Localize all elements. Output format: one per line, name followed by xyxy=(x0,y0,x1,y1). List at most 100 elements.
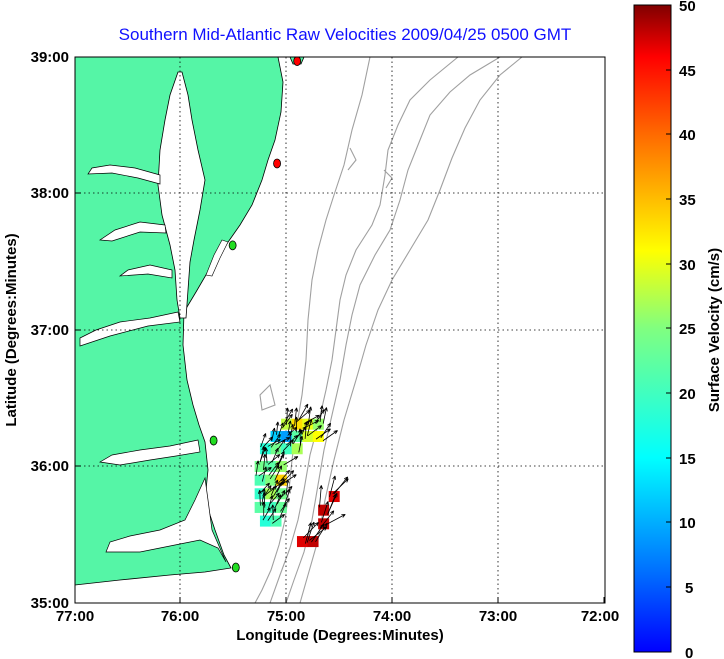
velocity-vector xyxy=(276,489,286,505)
velocity-vector xyxy=(270,434,281,448)
velocity-vector xyxy=(319,485,323,508)
colorbar-tick-labels: 50 45 40 35 30 25 20 15 10 5 0 xyxy=(679,0,696,659)
velocity-vector xyxy=(288,431,292,447)
velocity-vector xyxy=(257,489,262,506)
velocity-vector xyxy=(329,475,337,498)
colorbar-tick-label: 25 xyxy=(679,321,696,338)
velocity-vector xyxy=(311,523,325,543)
velocity-cell xyxy=(291,443,303,455)
y-tick-label: 38:00 xyxy=(31,185,69,202)
x-tick-label: 75:00 xyxy=(267,608,305,625)
colorbar-tick-label: 30 xyxy=(679,257,696,274)
velocity-vector xyxy=(269,464,280,480)
chesapeake-bay xyxy=(157,71,206,319)
colorbar-tick-label: 35 xyxy=(679,192,696,209)
velocity-vector xyxy=(321,501,329,523)
x-tick-label: 76:00 xyxy=(161,608,199,625)
velocity-vector xyxy=(294,407,299,426)
velocity-vector xyxy=(260,433,267,448)
velocity-vector xyxy=(274,465,282,481)
station-markers xyxy=(209,57,302,573)
velocity-vector xyxy=(258,467,272,477)
y-tick-label: 37:00 xyxy=(31,322,69,339)
velocity-vector xyxy=(279,502,287,518)
velocity-vector xyxy=(261,501,266,517)
velocity-vector xyxy=(262,436,273,448)
velocity-cell xyxy=(265,488,277,500)
colorbar-tick-label: 40 xyxy=(679,127,696,144)
map-layers xyxy=(75,57,605,603)
velocity-vector xyxy=(322,430,338,442)
velocity-vector xyxy=(283,408,294,424)
x-tick-label: 73:00 xyxy=(479,608,517,625)
velocity-vector xyxy=(306,418,313,436)
velocity-vector xyxy=(269,492,280,505)
velocity-vector xyxy=(267,454,281,465)
velocity-vector xyxy=(283,456,299,466)
colorbar-tick-label: 15 xyxy=(679,451,696,468)
velocity-vector xyxy=(272,514,285,524)
velocity-vector xyxy=(322,407,328,424)
velocity-vector xyxy=(276,478,285,493)
velocity-cell xyxy=(254,474,266,486)
velocity-cell xyxy=(291,418,303,430)
y-tick-label: 36:00 xyxy=(31,458,69,475)
velocity-vector xyxy=(255,460,260,476)
colorbar-tick-label: 0 xyxy=(685,645,693,659)
velocity-vector xyxy=(259,482,270,495)
velocity-vector xyxy=(285,479,290,496)
velocity-vector xyxy=(278,422,284,436)
velocity-vector xyxy=(282,413,293,429)
velocity-vector xyxy=(264,447,269,464)
velocity-vector xyxy=(275,421,280,435)
velocity-vector xyxy=(292,429,303,445)
velocity-cell xyxy=(254,501,266,513)
colorbar xyxy=(633,4,672,653)
tick-marks xyxy=(74,56,605,604)
station-marker xyxy=(273,158,281,169)
velocity-cell xyxy=(265,501,277,513)
velocity-vector xyxy=(306,521,315,543)
x-tick-label: 77:00 xyxy=(56,608,94,625)
station-marker xyxy=(209,435,218,446)
velocity-vector xyxy=(287,420,292,433)
velocity-vector xyxy=(315,522,328,543)
y-tick-label: 35:00 xyxy=(31,595,69,612)
velocity-cell xyxy=(281,443,293,455)
velocity-cell xyxy=(312,418,324,430)
y-tick-label: 39:00 xyxy=(31,49,69,66)
station-marker xyxy=(231,562,240,573)
velocity-vector xyxy=(307,425,322,437)
velocity-vector xyxy=(271,447,279,463)
velocity-vector xyxy=(304,421,309,439)
velocity-cell xyxy=(254,461,266,472)
velocity-cell xyxy=(302,430,314,442)
velocity-vector xyxy=(282,439,294,452)
velocity-cell xyxy=(265,461,277,472)
colorbar-ticks xyxy=(666,4,671,653)
velocity-vector xyxy=(320,422,332,439)
velocity-vector xyxy=(333,476,349,495)
velocity-cell xyxy=(275,501,287,513)
velocity-vector xyxy=(277,469,291,485)
albemarle-sound xyxy=(98,439,201,466)
eastern-shore-bays xyxy=(205,239,229,277)
velocity-vector xyxy=(261,488,266,505)
barrier-island-gap xyxy=(213,470,236,565)
velocity-vector xyxy=(270,504,275,521)
velocity-vector xyxy=(270,479,279,496)
velocity-cell xyxy=(265,474,277,486)
velocity-cell xyxy=(296,536,308,548)
x-tick-label: 72:00 xyxy=(581,608,619,625)
velocity-cell xyxy=(281,430,293,442)
colorbar-tick-label: 45 xyxy=(679,63,696,80)
map-title: Southern Mid-Atlantic Raw Velocities 200… xyxy=(119,25,572,44)
x-tick-label: 74:00 xyxy=(373,608,411,625)
rappahannock-river xyxy=(98,221,167,242)
velocity-vector xyxy=(327,492,338,514)
colorbar-label: Surface Velocity (cm/s) xyxy=(706,248,723,412)
york-river xyxy=(118,264,173,279)
y-tick-labels: 39:00 38:00 37:00 36:00 35:00 xyxy=(31,49,69,612)
colorbar-tick-label: 5 xyxy=(685,580,693,597)
